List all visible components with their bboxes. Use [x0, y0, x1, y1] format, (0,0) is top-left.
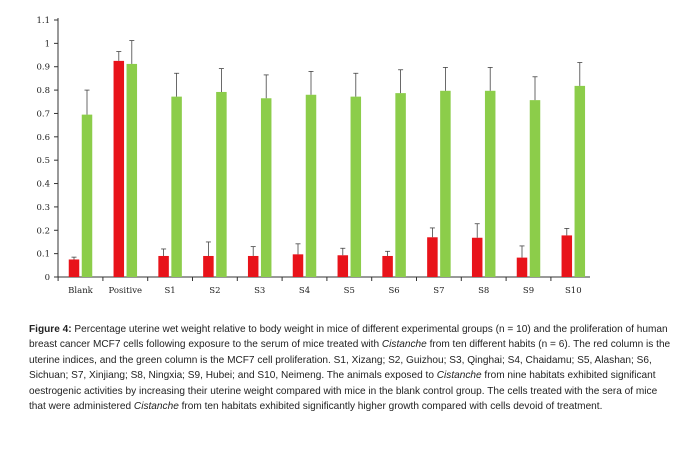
caption-label: Figure 4: — [29, 324, 72, 335]
bar — [216, 91, 227, 278]
category-label: Blank — [68, 286, 94, 296]
bar — [574, 85, 586, 277]
chart-svg: 0 0.1 0.2 0.3 0.4 0.5 0.6 0.7 0.8 0.9 1 1.1 Blank Pos… — [36, 16, 590, 296]
caption-italic-3: Cistanche — [133, 401, 179, 413]
bar — [113, 60, 125, 277]
bar — [292, 254, 304, 277]
category-label: S2 — [209, 286, 220, 296]
category-label: S5 — [344, 286, 355, 296]
figure-caption: Figure 4: Percentage uterine wet weight … — [29, 322, 674, 414]
y-tick-label: 0.3 — [36, 203, 50, 213]
y-tick-label: 0.5 — [36, 156, 50, 166]
bar — [561, 235, 573, 277]
category-label: S10 — [565, 286, 582, 296]
bar-chart: 0 0.1 0.2 0.3 0.4 0.5 0.6 0.7 0.8 0.9 1 1.1 Blank Pos… — [36, 16, 590, 296]
category-label: Positive — [109, 286, 143, 296]
y-tick-label: 0.4 — [36, 180, 50, 190]
bar — [471, 237, 483, 277]
category-label: S1 — [164, 286, 175, 296]
category-label: S7 — [433, 286, 444, 296]
y-tick-label: 0.7 — [36, 109, 50, 119]
bar — [395, 93, 406, 278]
caption-text-4: from ten habitats exhibited significantl… — [178, 401, 603, 413]
bar — [260, 98, 272, 277]
caption-text-1: Percentage uterine wet weight relative t… — [29, 324, 668, 351]
y-tick-label: 0.1 — [36, 250, 50, 260]
bar — [440, 90, 451, 278]
y-tick-label: 0.2 — [36, 226, 50, 236]
category-label: S3 — [254, 286, 265, 296]
y-tick-label: 1 — [45, 39, 50, 49]
bar — [484, 90, 496, 278]
category-label: S4 — [299, 286, 310, 296]
category-label: S9 — [523, 286, 534, 296]
bar — [350, 96, 362, 278]
bar — [337, 255, 349, 277]
bar — [529, 100, 541, 278]
y-tick-label: 0 — [45, 273, 50, 283]
y-tick-label: 0.9 — [36, 63, 50, 73]
bar — [516, 257, 528, 277]
y-tick-label: 0.6 — [36, 133, 50, 143]
bar — [126, 63, 138, 277]
bar — [382, 255, 393, 277]
bar — [158, 255, 169, 277]
bar — [81, 114, 93, 277]
caption-italic-2: Cistanche — [436, 370, 482, 382]
y-tick-label: 0.8 — [36, 86, 50, 96]
bar — [68, 259, 80, 277]
caption-text-2: from ten different habits (n = 6). The r… — [29, 339, 671, 382]
bar — [247, 255, 259, 277]
bar — [305, 94, 317, 277]
caption-text-3: from nine habitats exhibited significant… — [29, 370, 658, 413]
bar — [203, 255, 214, 277]
bar — [171, 96, 182, 278]
caption-italic-1: Cistanche — [381, 339, 427, 351]
y-tick-label: 1.1 — [36, 16, 50, 26]
category-label: S8 — [478, 286, 489, 296]
category-label: S6 — [388, 286, 399, 296]
bar — [427, 237, 438, 277]
